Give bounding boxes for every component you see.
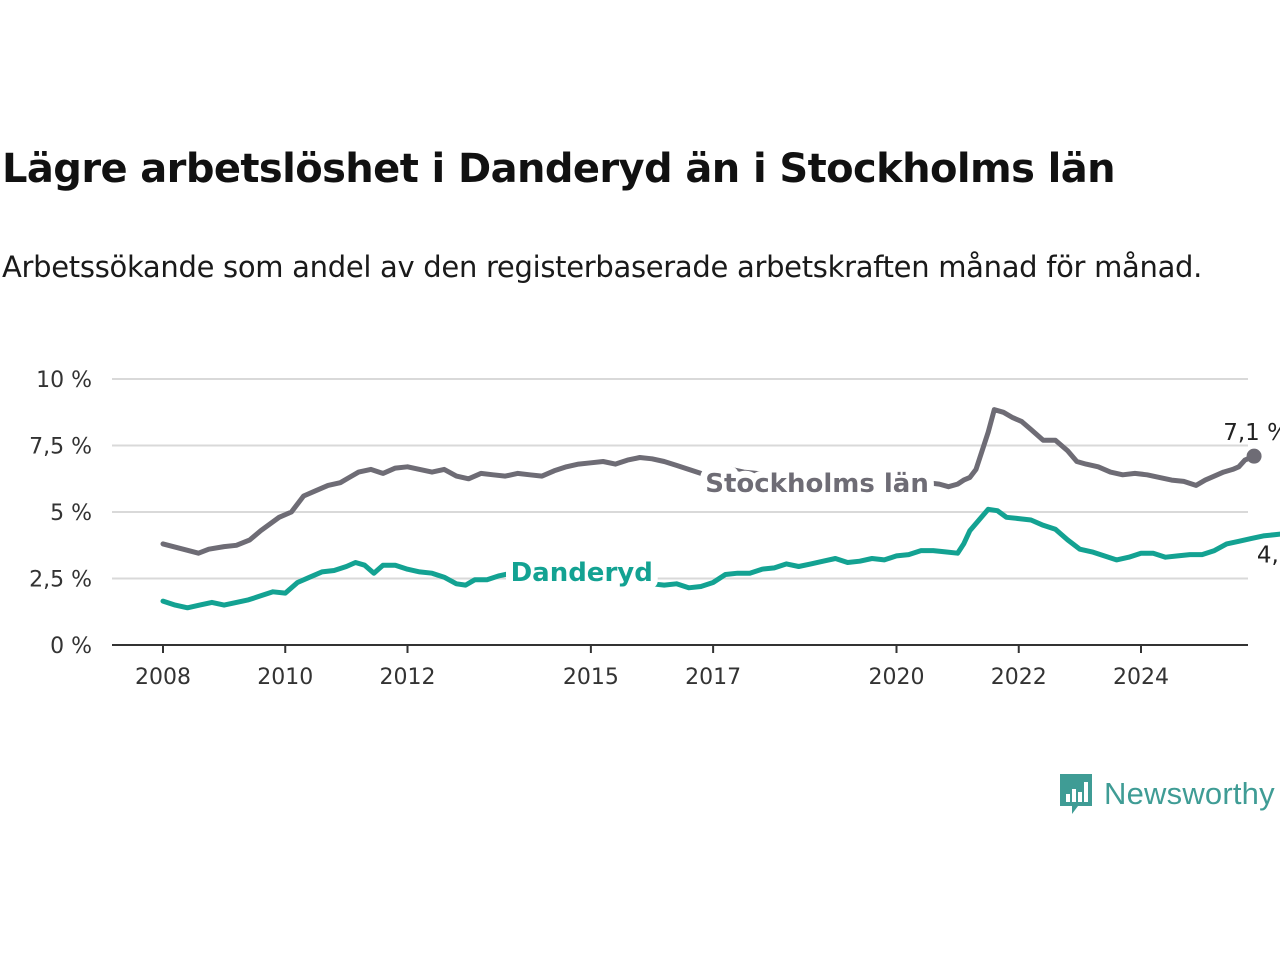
x-tick-label: 2008 bbox=[135, 665, 191, 690]
y-tick-label: 2,5 % bbox=[29, 568, 92, 593]
y-tick-label: 10 % bbox=[36, 368, 92, 393]
series-label: Stockholms län bbox=[705, 469, 929, 499]
y-tick-label: 5 % bbox=[50, 501, 92, 526]
end-value-label: 7,1 % bbox=[1223, 420, 1280, 446]
series-line-1 bbox=[160, 506, 1280, 611]
series-end-marker-0 bbox=[1246, 448, 1262, 464]
newsworthy-logo-icon bbox=[1060, 774, 1092, 814]
brand-name: Newsworthy bbox=[1104, 776, 1275, 811]
x-tick-label: 2010 bbox=[257, 665, 313, 690]
series-line-0 bbox=[160, 407, 1257, 556]
series-lines bbox=[160, 407, 1280, 611]
line-chart: 0 % 2,5 % 5 % 7,5 % 10 % 2008 2010 2012 2015 201… bbox=[29, 368, 1280, 690]
x-tick-label: 2020 bbox=[869, 665, 925, 690]
chart-subtitle: Arbetssökande som andel av den registerb… bbox=[2, 250, 1203, 284]
chart-title: Lägre arbetslöshet i Danderyd än i Stock… bbox=[2, 146, 1116, 192]
x-axis: 2008 2010 2012 2015 2017 2020 2022 2024 bbox=[112, 644, 1248, 690]
x-tick-label: 2017 bbox=[685, 665, 741, 690]
y-tick-label: 7,5 % bbox=[29, 435, 92, 460]
x-tick-label: 2012 bbox=[380, 665, 436, 690]
x-tick-label: 2022 bbox=[991, 665, 1047, 690]
end-value-label: 4,2 % bbox=[1257, 542, 1280, 568]
x-tick-label: 2015 bbox=[563, 665, 619, 690]
x-tick-label: 2024 bbox=[1113, 665, 1169, 690]
y-tick-label: 0 % bbox=[50, 634, 92, 659]
newsworthy-brand[interactable]: Newsworthy bbox=[1058, 772, 1275, 816]
series-label-halo: Danderyd bbox=[511, 558, 653, 588]
y-axis-tick-labels: 0 % 2,5 % 5 % 7,5 % 10 % bbox=[29, 368, 92, 659]
series-label-halo: Stockholms län bbox=[705, 469, 929, 499]
series-label: Danderyd bbox=[511, 558, 653, 588]
